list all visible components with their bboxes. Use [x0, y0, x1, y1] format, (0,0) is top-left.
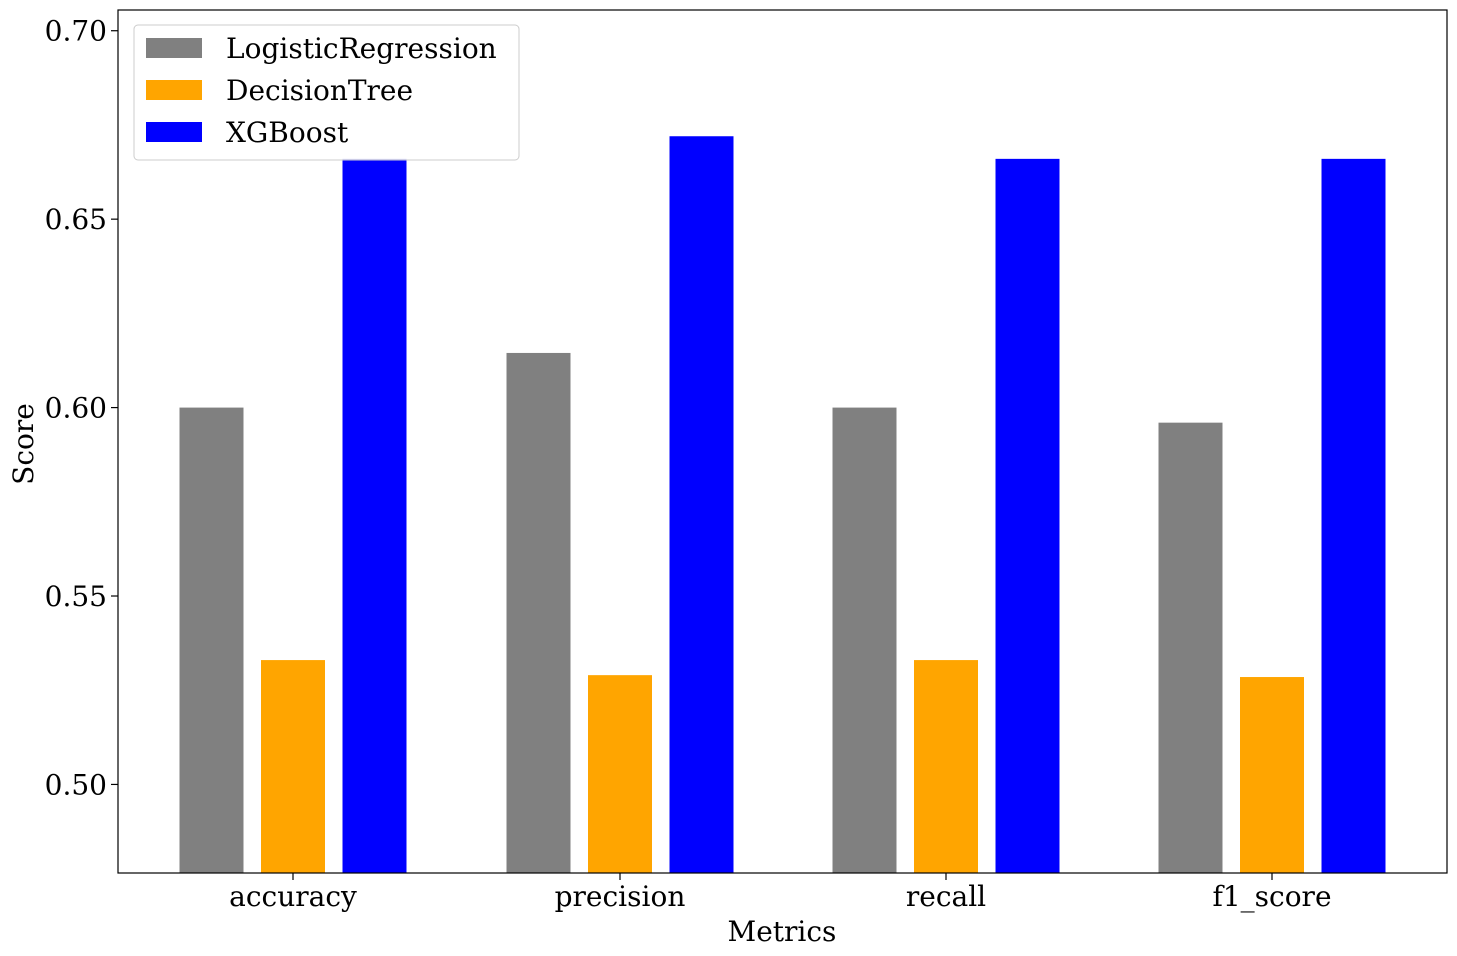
- legend-box: [133, 24, 520, 161]
- bar-logisticregression-precision: [506, 352, 571, 874]
- y-tick-label: 0.65: [45, 203, 107, 236]
- bar-decisiontree-accuracy: [261, 660, 325, 873]
- legend-swatch-logisticregression: [146, 38, 202, 58]
- plot-frame: [117, 9, 1448, 874]
- x-tick-label: recall: [906, 880, 986, 913]
- bars-group: [179, 136, 1386, 874]
- bar-xgboost-f1-score: [1321, 158, 1386, 873]
- legend: LogisticRegression DecisionTree XGBoost: [133, 24, 520, 161]
- bar-logisticregression-accuracy: [179, 407, 244, 873]
- x-axis-title: Metrics: [728, 915, 837, 948]
- bar-xgboost-precision: [669, 136, 734, 874]
- x-tick-label: accuracy: [229, 880, 357, 913]
- x-axis: accuracy precision recall f1_score: [229, 873, 1332, 913]
- legend-label-logisticregression: LogisticRegression: [226, 32, 497, 65]
- y-tick-label: 0.55: [45, 580, 107, 613]
- y-tick-label: 0.70: [45, 15, 107, 48]
- legend-label-decisiontree: DecisionTree: [226, 74, 413, 107]
- x-tick-label: precision: [555, 880, 686, 913]
- bar-xgboost-recall: [995, 158, 1060, 873]
- y-tick-label: 0.60: [45, 392, 107, 425]
- bar-decisiontree-precision: [588, 675, 652, 873]
- x-tick-label: f1_score: [1212, 880, 1331, 913]
- bar-decisiontree-recall: [914, 660, 978, 873]
- y-axis-title: Score: [7, 403, 40, 485]
- bar-logisticregression-recall: [832, 407, 897, 873]
- bar-logisticregression-f1-score: [1158, 422, 1223, 873]
- legend-swatch-decisiontree: [146, 80, 202, 100]
- bar-xgboost-accuracy: [342, 158, 407, 873]
- legend-swatch-xgboost: [146, 122, 202, 142]
- bar-decisiontree-f1-score: [1240, 677, 1304, 873]
- y-axis: 0.50 0.55 0.60 0.65 0.70: [45, 15, 118, 801]
- legend-label-xgboost: XGBoost: [226, 116, 349, 149]
- legend-items: LogisticRegression DecisionTree XGBoost: [146, 32, 497, 149]
- y-tick-label: 0.50: [45, 768, 107, 801]
